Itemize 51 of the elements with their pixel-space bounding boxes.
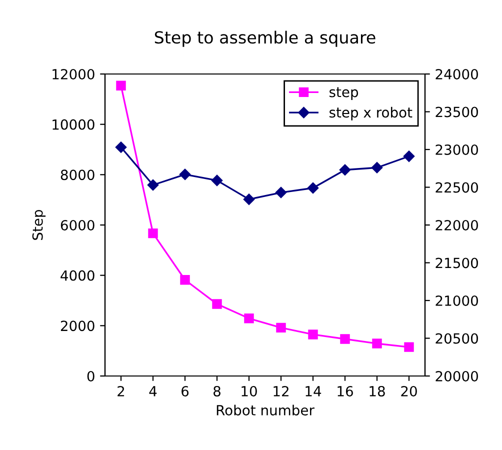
point xyxy=(372,338,382,348)
y-tick-label: 4000 xyxy=(60,270,94,281)
x-axis-title: Robot number xyxy=(216,404,314,416)
point xyxy=(308,330,318,340)
x-tick-label: 16 xyxy=(338,386,353,396)
y2-tick-label: 24000 xyxy=(436,68,478,80)
point xyxy=(403,150,415,162)
chart-title: Step to assemble a square xyxy=(154,30,376,47)
point xyxy=(339,164,351,176)
x-tick-label: 8 xyxy=(214,386,220,396)
y2-tick-label: 22500 xyxy=(436,182,478,193)
point xyxy=(180,275,190,285)
point xyxy=(276,322,286,333)
y2-tick-label: 20500 xyxy=(436,333,478,344)
x-tick-label: 10 xyxy=(242,386,257,396)
y-tick-label: 6000 xyxy=(60,220,94,230)
point xyxy=(147,179,159,191)
y-tick-label: 8000 xyxy=(60,170,94,180)
x-tick-label: 18 xyxy=(370,386,385,396)
y-tick-label: 12000 xyxy=(52,68,94,80)
legend-label: step x robot xyxy=(330,106,412,120)
point xyxy=(116,80,126,90)
y-axis-title: Step xyxy=(32,210,46,240)
y2-tick-label: 21000 xyxy=(436,295,478,306)
point xyxy=(148,228,158,238)
y-tick-label: 0 xyxy=(87,370,94,382)
point xyxy=(307,182,319,194)
x-tick-label: 20 xyxy=(401,386,417,396)
point xyxy=(179,168,191,180)
point xyxy=(340,334,350,344)
legend-label: step xyxy=(330,87,358,100)
x-tick-label: 4 xyxy=(149,386,157,396)
point xyxy=(115,142,127,153)
point xyxy=(275,186,287,198)
y-tick-label: 2000 xyxy=(60,320,94,332)
y2-tick-label: 20000 xyxy=(436,370,478,382)
y2-tick-label: 22000 xyxy=(436,220,478,230)
point xyxy=(211,174,223,186)
point xyxy=(212,299,222,309)
x-tick-label: 6 xyxy=(182,386,189,396)
point xyxy=(371,162,383,174)
y2-tick-label: 21500 xyxy=(436,258,478,268)
point xyxy=(244,314,254,324)
point xyxy=(404,342,414,352)
x-tick-label: 14 xyxy=(306,386,322,396)
y-tick-label: 10000 xyxy=(52,119,94,130)
point xyxy=(243,194,255,205)
x-tick-label: 12 xyxy=(274,386,288,396)
x-tick-label: 2 xyxy=(118,386,124,396)
y2-tick-label: 23500 xyxy=(436,106,478,118)
y2-tick-label: 23000 xyxy=(436,144,478,155)
